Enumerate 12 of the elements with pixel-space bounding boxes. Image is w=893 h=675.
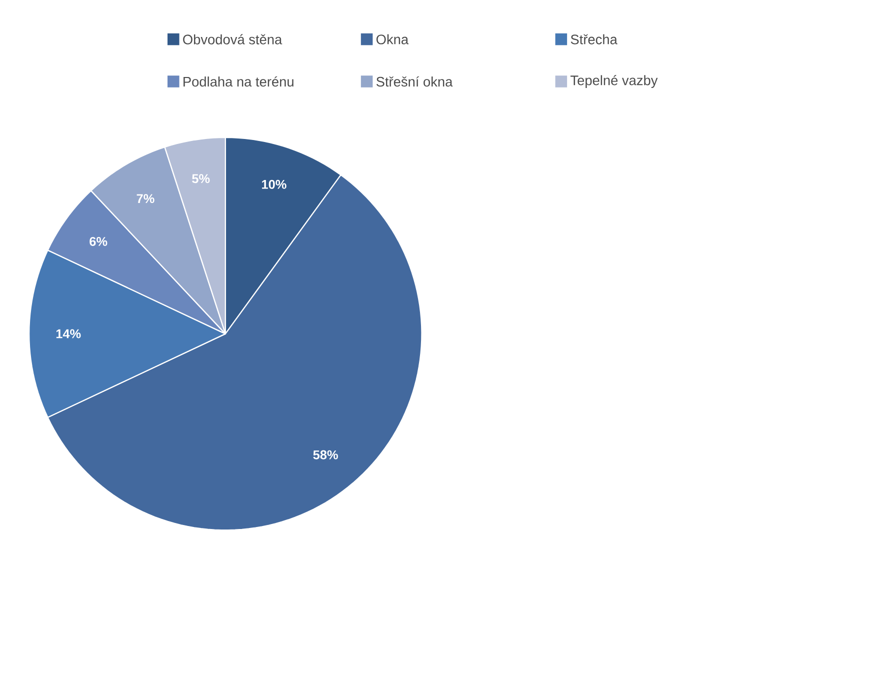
data-label: 14%	[56, 329, 81, 338]
legend-label: Střecha	[570, 34, 618, 44]
legend-label: Obvodová stěna	[183, 34, 282, 44]
data-label: 5%	[192, 174, 210, 183]
legend-label: Střešní okna	[376, 76, 453, 86]
data-label: 7%	[136, 194, 154, 203]
data-label: 10%	[262, 180, 286, 189]
legend-label: Tepelné vazby	[570, 74, 658, 88]
data-label: 6%	[90, 236, 108, 246]
data-label: 58%	[313, 450, 338, 460]
legend-label: Okna	[376, 34, 409, 44]
legend-label: Podlaha na terénu	[184, 76, 294, 86]
